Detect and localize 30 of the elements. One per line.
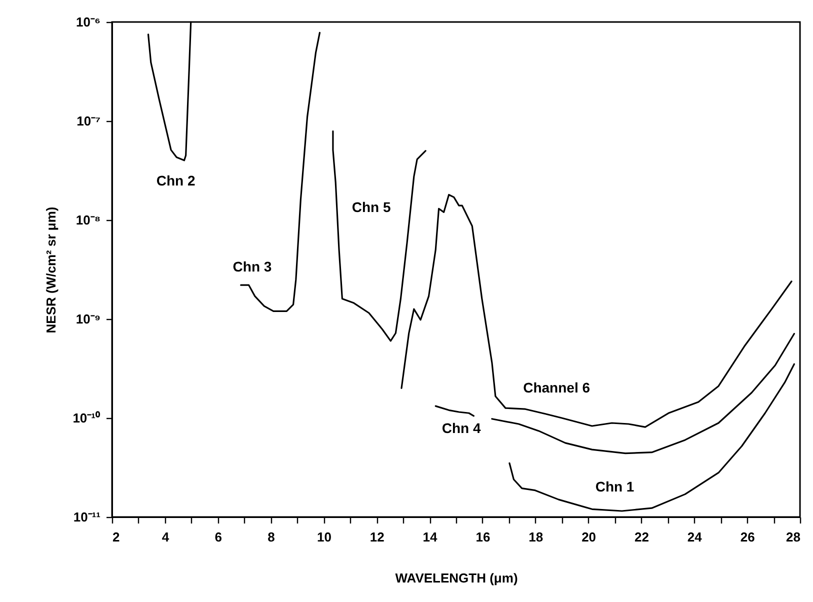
y-tick-label: 10⁻¹⁰ <box>72 410 100 426</box>
y-axis-title: NESR (W/cm² sr μm) <box>44 206 59 334</box>
x-tick-label: 28 <box>786 530 800 544</box>
x-axis-title: WAVELENGTH (μm) <box>395 570 518 586</box>
x-tick-label: 8 <box>268 530 275 544</box>
series-label: Chn 4 <box>442 420 481 436</box>
series-label: Chn 3 <box>232 258 272 275</box>
x-tick-label: 20 <box>582 530 596 544</box>
x-tick-label: 14 <box>422 530 438 544</box>
line-series <box>508 363 795 512</box>
x-tick-label: 22 <box>634 530 649 544</box>
x-tick-label: 10 <box>316 530 332 544</box>
x-tick-label: 12 <box>370 530 384 544</box>
y-tick-label: 10⁻¹¹ <box>73 510 100 524</box>
y-tick-label: 10⁻⁹ <box>76 312 100 326</box>
series-label: Chn 5 <box>352 199 391 216</box>
series-label: Chn 1 <box>595 478 634 494</box>
series-label: Channel 6 <box>523 379 590 396</box>
line-series <box>332 130 426 342</box>
x-tick-label: 6 <box>214 530 222 544</box>
x-tick-label: 2 <box>112 530 120 544</box>
x-tick-label: 26 <box>740 530 755 544</box>
series-label: Chn 2 <box>156 172 196 188</box>
x-tick-label: 4 <box>162 530 170 544</box>
y-tick-label: 10⁻⁷ <box>76 114 100 128</box>
x-tick-label: 16 <box>476 530 490 544</box>
x-tick-label: 18 <box>528 530 544 544</box>
y-tick-label: 10⁻⁸ <box>76 212 100 228</box>
x-tick-label: 24 <box>687 530 703 544</box>
y-tick-label: 10⁻⁶ <box>76 14 101 30</box>
